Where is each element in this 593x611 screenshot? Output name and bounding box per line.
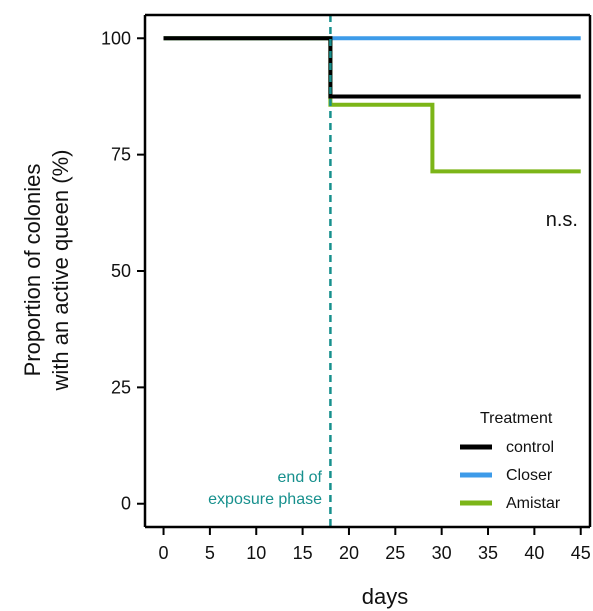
y-tick-label: 100 (101, 28, 131, 48)
legend-label-closer: Closer (506, 467, 553, 484)
series-line-control (163, 36, 581, 99)
significance-annotation: n.s. (546, 209, 578, 231)
plot-area (163, 15, 581, 527)
x-tick-label: 25 (385, 543, 405, 563)
series-line-amistar (163, 36, 581, 174)
y-tick-label: 75 (111, 145, 131, 165)
x-tick-label: 0 (159, 543, 169, 563)
x-tick-label: 30 (432, 543, 452, 563)
legend-label-amistar: Amistar (506, 495, 561, 512)
x-tick-label: 10 (246, 543, 266, 563)
x-axis-title: days (362, 584, 408, 609)
x-tick-label: 5 (205, 543, 215, 563)
legend-items: control Closer Amistar (460, 439, 561, 512)
y-tick-label: 25 (111, 377, 131, 397)
x-ticks: 0 5 10 15 20 25 30 35 40 45 (159, 527, 591, 563)
y-tick-label: 50 (111, 261, 131, 281)
x-tick-label: 20 (339, 543, 359, 563)
vline-label-line-2: exposure phase (208, 491, 322, 508)
legend-title: Treatment (480, 410, 553, 427)
x-tick-label: 35 (478, 543, 498, 563)
x-tick-label: 45 (571, 543, 591, 563)
y-axis-title-line-2: with an active queen (%) (48, 150, 73, 392)
y-tick-label: 0 (121, 494, 131, 514)
legend-label-control: control (506, 439, 554, 456)
y-axis-title: Proportion of colonies with an active qu… (20, 150, 73, 392)
y-axis-title-line-1: Proportion of colonies (20, 164, 45, 377)
vline-label-line-1: end of (278, 469, 323, 486)
legend: Treatment control Closer Amistar (460, 410, 561, 512)
x-tick-label: 15 (293, 543, 313, 563)
y-ticks: 0 25 50 75 100 (101, 28, 145, 514)
x-tick-label: 40 (524, 543, 544, 563)
